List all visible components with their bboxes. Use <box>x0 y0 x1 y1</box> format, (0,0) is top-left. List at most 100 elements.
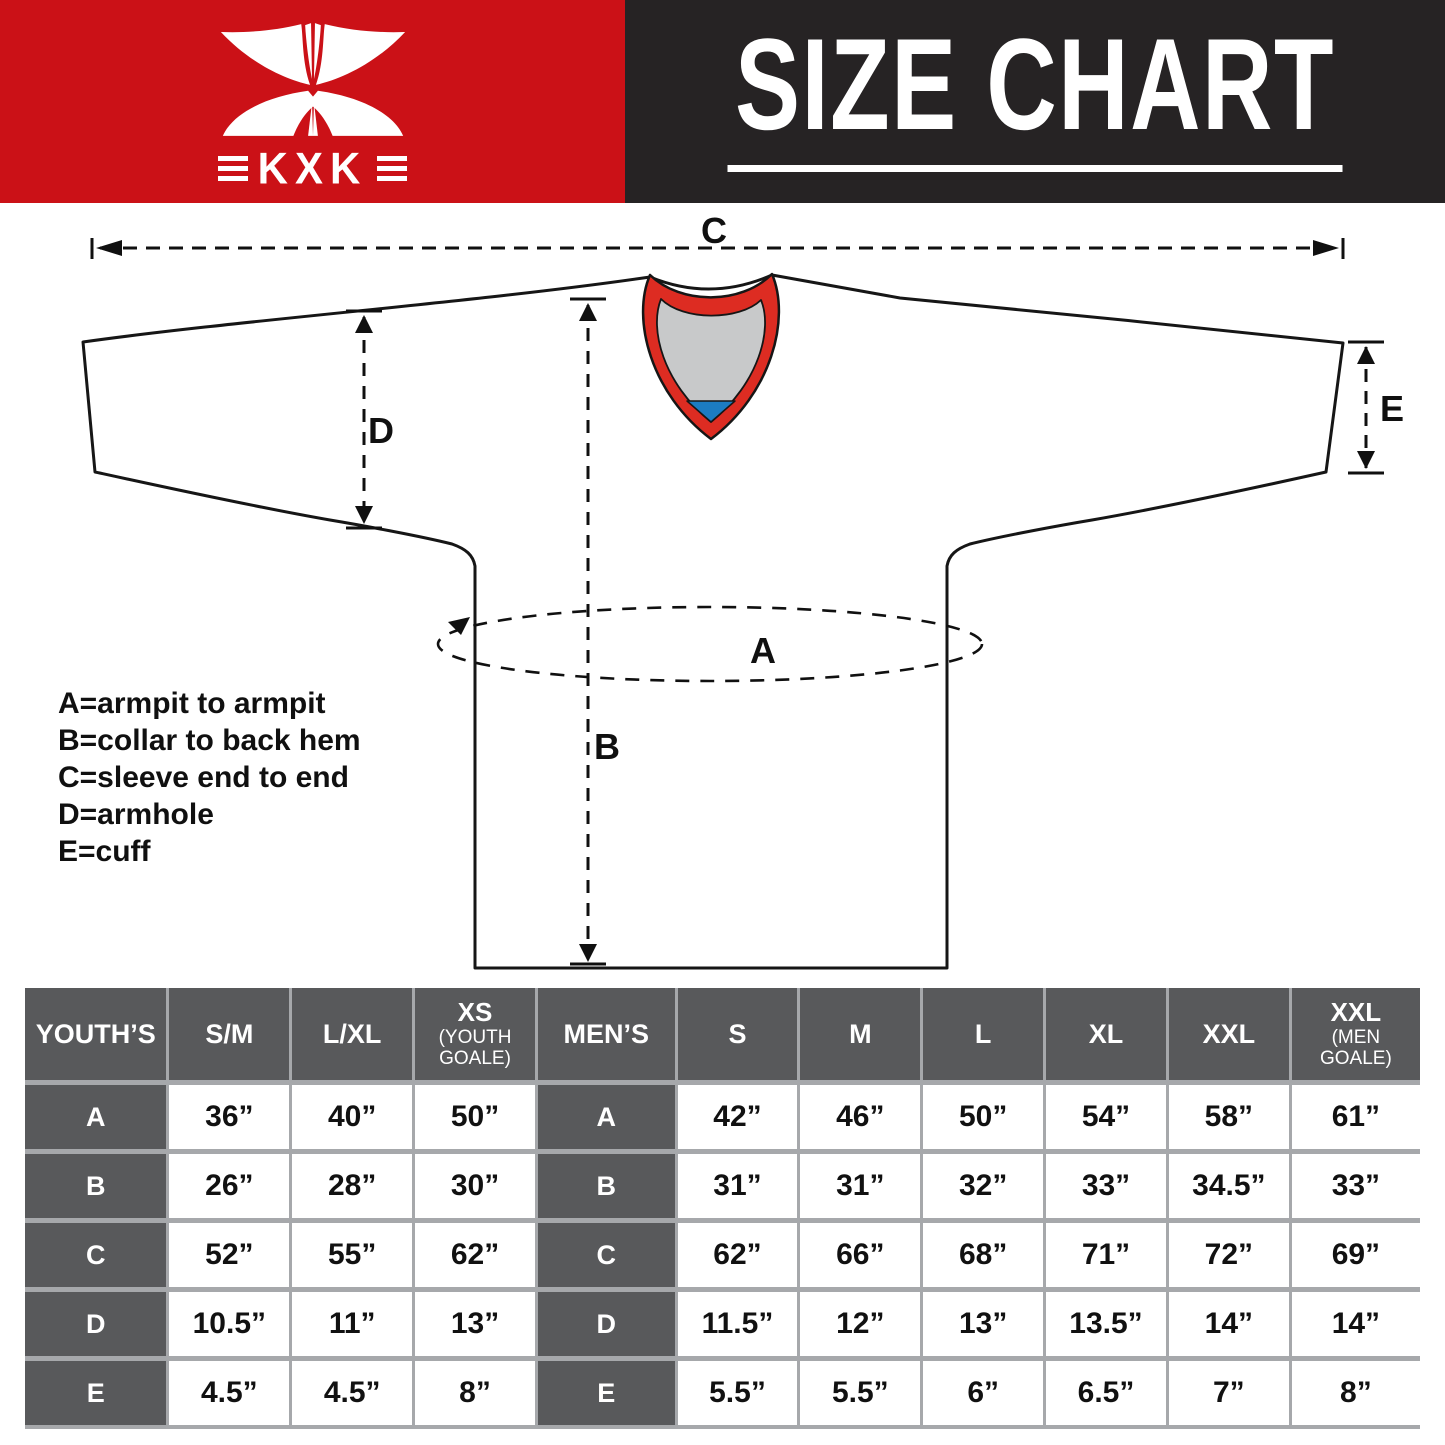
collar-inner-gray <box>656 298 766 423</box>
men-value-cell: 14” <box>1168 1292 1289 1356</box>
legend-item-a: A=armpit to armpit <box>58 687 326 720</box>
men-value-cell: 50” <box>923 1085 1044 1149</box>
row-label: A <box>537 1085 675 1149</box>
label-c: C <box>701 210 727 251</box>
men-value-cell: 32” <box>923 1154 1044 1218</box>
youth-value-cell: 40” <box>292 1085 413 1149</box>
men-value-cell: 58” <box>1168 1085 1289 1149</box>
arrow-down-icon <box>355 506 373 524</box>
men-col-m: M <box>800 988 921 1080</box>
arrow-up-icon <box>355 315 373 333</box>
men-value-cell: 33” <box>1046 1154 1166 1218</box>
legend-item-d: D=armhole <box>58 798 214 831</box>
youth-value-cell: 10.5” <box>169 1292 290 1356</box>
label-a: A <box>750 630 776 671</box>
row-label: E <box>537 1361 675 1425</box>
men-value-cell: 31” <box>800 1154 921 1218</box>
page-title: SIZE CHART <box>727 19 1343 172</box>
arrow-right-icon <box>1313 240 1339 256</box>
men-value-cell: 14” <box>1291 1292 1420 1356</box>
youth-value-cell: 62” <box>415 1223 535 1287</box>
legend-item-e: E=cuff <box>58 835 151 868</box>
men-value-cell: 5.5” <box>677 1361 798 1425</box>
men-col-l: L <box>923 988 1044 1080</box>
dimension-d <box>346 309 382 530</box>
brand-name: KXK <box>257 143 368 193</box>
men-value-cell: 42” <box>677 1085 798 1149</box>
logo-bars-left-icon <box>217 156 248 181</box>
men-value-cell: 34.5” <box>1168 1154 1289 1218</box>
men-value-cell: 54” <box>1046 1085 1166 1149</box>
youth-col-lxl: L/XL <box>292 988 413 1080</box>
youth-goalie-size: XS <box>457 997 493 1028</box>
men-value-cell: 12” <box>800 1292 921 1356</box>
men-col-s: S <box>677 988 798 1080</box>
title-banner: SIZE CHART <box>625 0 1445 203</box>
logo-bars-right-icon <box>377 156 408 181</box>
arrow-icon <box>448 617 470 635</box>
legend-item-c: C=sleeve end to end <box>58 761 349 794</box>
men-value-cell: 6.5” <box>1046 1361 1166 1425</box>
banner: KXK SIZE CHART <box>0 0 1445 203</box>
row-label: D <box>537 1292 675 1356</box>
label-e: E <box>1380 388 1404 429</box>
men-value-cell: 13.5” <box>1046 1292 1166 1356</box>
dimension-c <box>90 238 1345 259</box>
size-table: YOUTH’S S/M L/XL XS (YOUTH GOALE) MEN’S … <box>25 988 1420 1429</box>
row-label: D <box>25 1292 167 1356</box>
youth-value-cell: 13” <box>415 1292 535 1356</box>
men-value-cell: 61” <box>1291 1085 1420 1149</box>
men-value-cell: 11.5” <box>677 1292 798 1356</box>
dimension-a-ellipse <box>436 605 984 683</box>
youth-value-cell: 52” <box>169 1223 290 1287</box>
youth-col-sm: S/M <box>169 988 290 1080</box>
row-label: B <box>537 1154 675 1218</box>
label-d: D <box>368 410 394 451</box>
legend-item-b: B=collar to back hem <box>58 724 361 757</box>
logo-wordmark: KXK <box>217 143 408 193</box>
men-col-xl: XL <box>1046 988 1166 1080</box>
men-value-cell: 31” <box>677 1154 798 1218</box>
row-label: C <box>537 1223 675 1287</box>
brand-banner: KXK <box>0 0 625 203</box>
men-value-cell: 71” <box>1046 1223 1166 1287</box>
label-b: B <box>594 726 620 767</box>
youth-value-cell: 26” <box>169 1154 290 1218</box>
men-value-cell: 6” <box>923 1361 1044 1425</box>
youth-value-cell: 36” <box>169 1085 290 1149</box>
youth-group-header: YOUTH’S <box>25 988 167 1080</box>
youth-value-cell: 55” <box>292 1223 413 1287</box>
men-value-cell: 13” <box>923 1292 1044 1356</box>
men-value-cell: 62” <box>677 1223 798 1287</box>
row-label: C <box>25 1223 167 1287</box>
dimension-e <box>1348 340 1384 475</box>
youth-value-cell: 11” <box>292 1292 413 1356</box>
men-value-cell: 46” <box>800 1085 921 1149</box>
men-value-cell: 33” <box>1291 1154 1420 1218</box>
jersey-measurement-diagram: C D B <box>0 203 1445 988</box>
youth-value-cell: 50” <box>415 1085 535 1149</box>
youth-value-cell: 4.5” <box>169 1361 290 1425</box>
dimension-b <box>570 297 606 966</box>
kxk-logo-icon <box>220 22 405 136</box>
row-label: E <box>25 1361 167 1425</box>
youth-value-cell: 30” <box>415 1154 535 1218</box>
youth-goalie-note: (YOUTH GOALE) <box>438 1026 512 1069</box>
arrow-down-icon <box>579 944 597 962</box>
men-goalie-note: (MEN GOALE) <box>1319 1026 1392 1069</box>
men-col-xxl: XXL <box>1168 988 1289 1080</box>
men-group-header: MEN’S <box>537 988 675 1080</box>
page-title-text: SIZE CHART <box>735 11 1335 157</box>
jersey-diagram-svg: C D B <box>81 207 1407 970</box>
collar-blue-insert <box>686 400 736 423</box>
men-value-cell: 72” <box>1168 1223 1289 1287</box>
arrow-down-icon <box>1357 451 1375 469</box>
arrow-left-icon <box>96 240 122 256</box>
arrow-up-icon <box>579 303 597 321</box>
youth-value-cell: 8” <box>415 1361 535 1425</box>
men-value-cell: 69” <box>1291 1223 1420 1287</box>
men-value-cell: 8” <box>1291 1361 1420 1425</box>
arrow-up-icon <box>1357 346 1375 364</box>
men-goalie-col: XXL (MEN GOALE) <box>1291 988 1420 1080</box>
